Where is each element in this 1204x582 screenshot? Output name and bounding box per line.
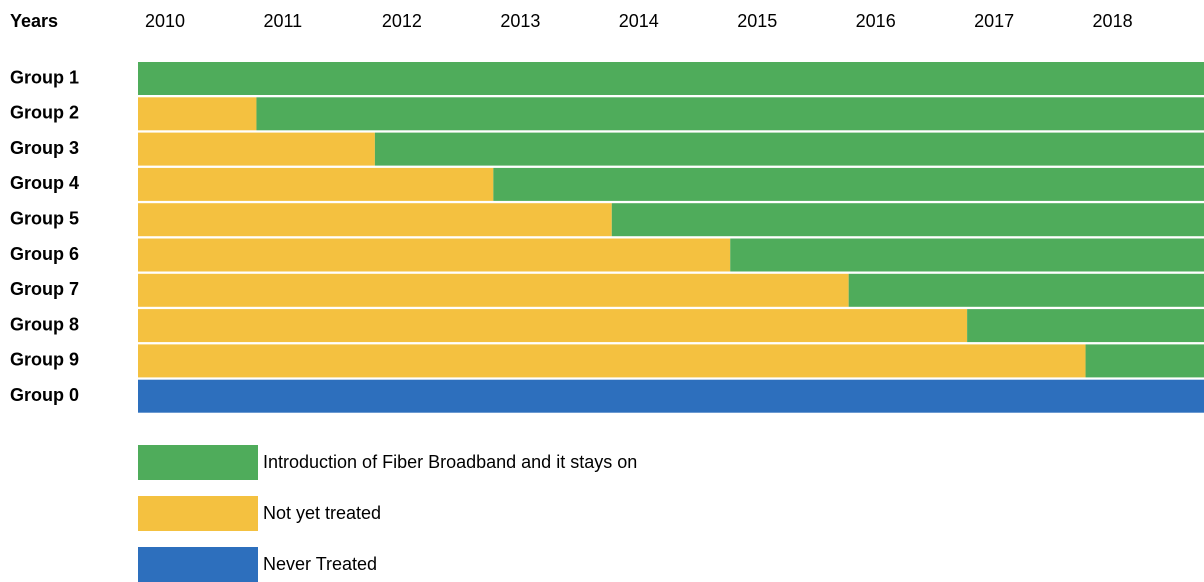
bar-segment <box>138 379 1204 413</box>
bar-segment <box>138 62 1204 95</box>
bar-segment <box>493 167 1204 201</box>
group-label: Group 5 <box>10 208 79 228</box>
year-label: 2013 <box>500 11 540 31</box>
group-label: Group 4 <box>10 173 79 193</box>
year-label: 2012 <box>382 11 422 31</box>
bar-segment <box>138 273 849 307</box>
bar-segment <box>138 344 1086 378</box>
bar-segment <box>256 97 1204 131</box>
year-label: 2014 <box>619 11 659 31</box>
year-label: 2011 <box>263 11 302 31</box>
year-label: 2015 <box>737 11 777 31</box>
legend-swatch <box>138 496 258 531</box>
bar-segment <box>611 203 1204 237</box>
bar-segment <box>138 238 731 272</box>
bar-segment <box>967 309 1204 343</box>
year-label: 2016 <box>856 11 896 31</box>
year-label: 2017 <box>974 11 1014 31</box>
bar-segment <box>138 167 494 201</box>
group-label: Group 2 <box>10 103 79 123</box>
group-label: Group 9 <box>10 350 79 370</box>
year-label: 2010 <box>145 11 185 31</box>
bar-segment <box>138 97 257 131</box>
bar-segment <box>848 273 1204 307</box>
bar-segment <box>138 309 968 343</box>
group-label: Group 7 <box>10 279 79 299</box>
bar-segment <box>138 203 612 237</box>
legend-label: Introduction of Fiber Broadband and it s… <box>263 452 637 472</box>
bar-segment <box>138 132 375 166</box>
bar-segment <box>730 238 1204 272</box>
group-label: Group 0 <box>10 385 79 405</box>
group-label: Group 1 <box>10 67 79 87</box>
legend-label: Not yet treated <box>263 503 381 523</box>
bar-segment <box>1085 344 1204 378</box>
group-label: Group 8 <box>10 314 79 334</box>
group-label: Group 3 <box>10 138 79 158</box>
legend-label: Never Treated <box>263 554 377 574</box>
x-axis-label: Years <box>10 11 58 31</box>
group-label: Group 6 <box>10 244 79 264</box>
bar-segment <box>374 132 1204 166</box>
legend-swatch <box>138 445 258 480</box>
year-label: 2018 <box>1093 11 1133 31</box>
legend-swatch <box>138 547 258 582</box>
